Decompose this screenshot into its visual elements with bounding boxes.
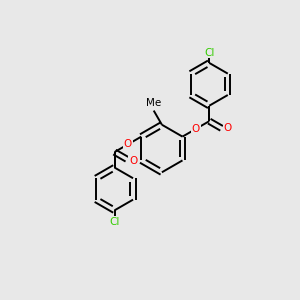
Text: Cl: Cl [109,217,120,226]
Text: Me: Me [146,98,161,108]
Text: O: O [192,124,200,134]
Text: O: O [124,140,132,149]
Text: O: O [224,123,232,133]
Text: O: O [129,156,137,166]
Text: Cl: Cl [204,47,214,58]
